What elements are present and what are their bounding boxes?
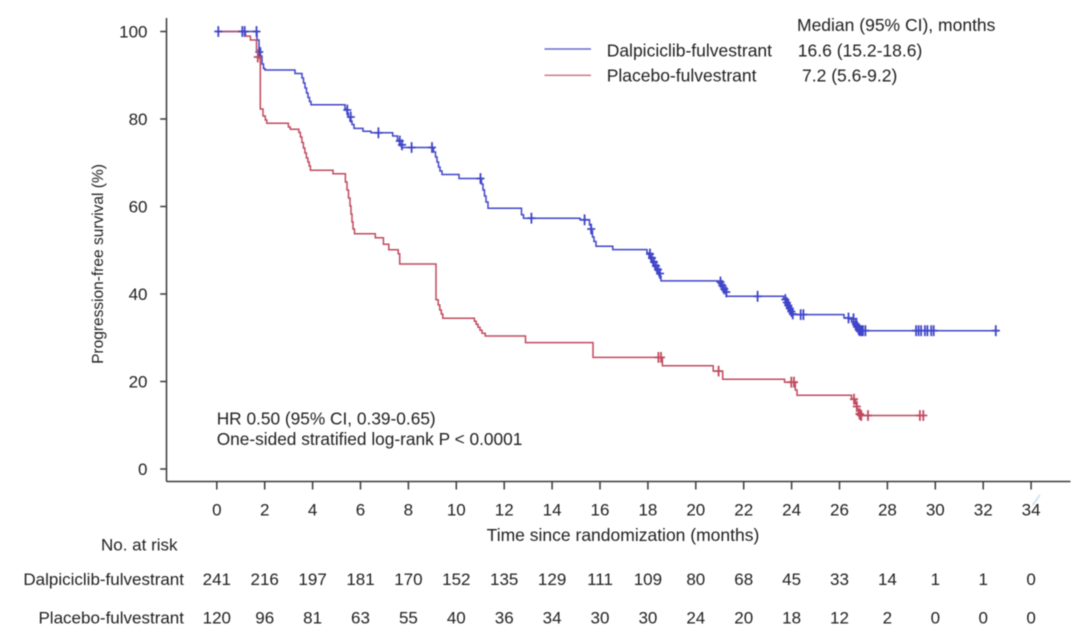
svg-text:7.2 (5.6-9.2): 7.2 (5.6-9.2): [802, 66, 897, 86]
svg-text:Progression-free survival (%): Progression-free survival (%): [90, 164, 107, 364]
svg-text:32: 32: [974, 501, 993, 520]
svg-text:68: 68: [734, 570, 753, 589]
svg-text:12: 12: [830, 609, 849, 628]
svg-text:45: 45: [782, 570, 801, 589]
svg-text:80: 80: [129, 110, 148, 129]
svg-text:Placebo-fulvestrant: Placebo-fulvestrant: [607, 66, 757, 86]
svg-text:241: 241: [203, 570, 231, 589]
svg-text:0: 0: [1026, 570, 1035, 589]
svg-text:0: 0: [138, 460, 147, 479]
svg-text:20: 20: [686, 501, 705, 520]
svg-text:2: 2: [883, 609, 892, 628]
svg-text:33: 33: [830, 570, 849, 589]
svg-text:16.6 (15.2-18.6): 16.6 (15.2-18.6): [798, 40, 923, 60]
svg-text:4: 4: [308, 501, 317, 520]
svg-text:10: 10: [447, 501, 466, 520]
svg-text:152: 152: [442, 570, 470, 589]
svg-text:34: 34: [1022, 501, 1041, 520]
svg-text:22: 22: [734, 501, 753, 520]
svg-text:No. at risk: No. at risk: [101, 536, 178, 555]
svg-text:14: 14: [878, 570, 897, 589]
svg-text:Dalpiciclib-fulvestrant: Dalpiciclib-fulvestrant: [607, 40, 772, 60]
svg-text:14: 14: [543, 501, 562, 520]
svg-text:63: 63: [351, 609, 370, 628]
svg-text:1: 1: [931, 570, 940, 589]
svg-text:24: 24: [782, 501, 801, 520]
svg-text:26: 26: [830, 501, 849, 520]
svg-text:0: 0: [212, 501, 221, 520]
svg-text:2: 2: [260, 501, 269, 520]
svg-text:8: 8: [404, 501, 413, 520]
svg-text:100: 100: [119, 23, 147, 42]
svg-text:135: 135: [490, 570, 518, 589]
svg-text:20: 20: [734, 609, 753, 628]
svg-text:0: 0: [1026, 609, 1035, 628]
svg-text:Placebo-fulvestrant: Placebo-fulvestrant: [38, 609, 184, 628]
svg-text:111: 111: [587, 570, 613, 589]
svg-text:One-sided stratified log-rank: One-sided stratified log-rank P < 0.0001: [217, 429, 523, 449]
svg-text:55: 55: [399, 609, 418, 628]
svg-text:30: 30: [638, 609, 657, 628]
svg-text:81: 81: [303, 609, 322, 628]
svg-text:0: 0: [931, 609, 940, 628]
svg-text:Median (95% CI), months: Median (95% CI), months: [797, 15, 996, 35]
svg-text:34: 34: [543, 609, 562, 628]
svg-text:30: 30: [926, 501, 945, 520]
svg-text:20: 20: [129, 373, 148, 392]
svg-text:30: 30: [591, 609, 610, 628]
svg-text:Time since randomization (mont: Time since randomization (months): [487, 525, 760, 545]
svg-text:18: 18: [638, 501, 657, 520]
svg-text:36: 36: [495, 609, 514, 628]
svg-text:1: 1: [978, 570, 987, 589]
svg-text:24: 24: [686, 609, 705, 628]
svg-text:197: 197: [298, 570, 326, 589]
svg-text:0: 0: [978, 609, 987, 628]
svg-text:120: 120: [203, 609, 231, 628]
svg-text:Dalpiciclib-fulvestrant: Dalpiciclib-fulvestrant: [23, 570, 184, 589]
svg-text:80: 80: [686, 570, 705, 589]
svg-text:96: 96: [255, 609, 274, 628]
svg-text:40: 40: [447, 609, 466, 628]
svg-text:216: 216: [251, 570, 279, 589]
svg-text:170: 170: [394, 570, 422, 589]
svg-text:28: 28: [878, 501, 897, 520]
svg-text:6: 6: [356, 501, 365, 520]
svg-text:129: 129: [538, 570, 566, 589]
svg-text:16: 16: [591, 501, 610, 520]
svg-text:12: 12: [495, 501, 514, 520]
svg-text:18: 18: [782, 609, 801, 628]
svg-text:109: 109: [634, 570, 662, 589]
svg-text:181: 181: [346, 570, 374, 589]
svg-text:40: 40: [129, 285, 148, 304]
svg-text:60: 60: [129, 198, 148, 217]
svg-text:HR 0.50 (95% CI, 0.39-0.65): HR 0.50 (95% CI, 0.39-0.65): [217, 409, 436, 429]
